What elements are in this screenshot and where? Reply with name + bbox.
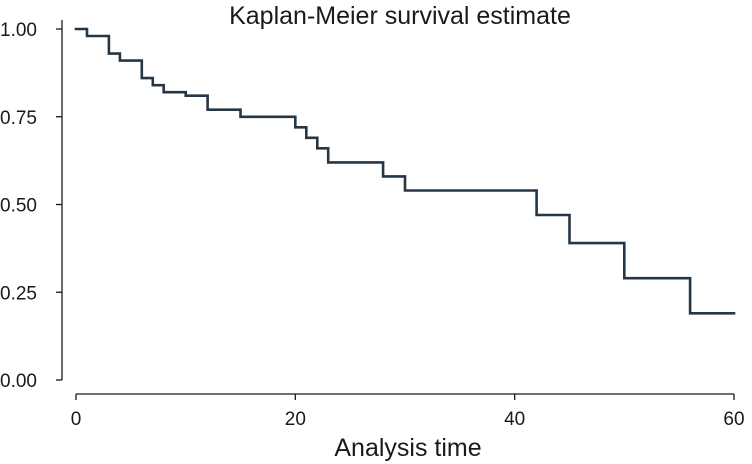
x-axis: 0 20 40 60: [71, 393, 745, 430]
plot-area: [74, 27, 736, 315]
x-axis-label: Analysis time: [334, 434, 481, 462]
y-axis: 0.00 0.25 0.50 0.75 1.00: [0, 20, 63, 392]
y-tick-label: 0.50: [0, 196, 37, 217]
x-tick-label: 20: [285, 409, 306, 430]
y-tick-label: 0.25: [0, 283, 37, 304]
y-tick-label: 1.00: [0, 20, 37, 41]
y-tick-label: 0.75: [0, 108, 37, 129]
chart-title: Kaplan-Meier survival estimate: [229, 2, 571, 30]
x-tick-label: 0: [71, 409, 82, 430]
x-tick-label: 60: [723, 409, 744, 430]
survival-step-line: [74, 27, 736, 315]
y-tick-label: 0.00: [0, 371, 37, 392]
x-tick-label: 40: [504, 409, 525, 430]
